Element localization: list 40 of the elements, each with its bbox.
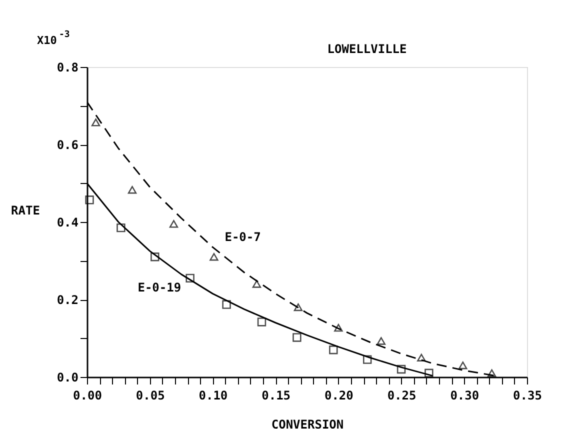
point (222, 300, 231, 309)
point (169, 220, 178, 228)
point (252, 280, 262, 288)
point (85, 196, 94, 204)
x-tick-label: 0.35 (513, 388, 542, 402)
series-label: E-0-7 (224, 230, 261, 244)
x-tick-label: 0.10 (198, 388, 228, 402)
y-tick-label: 0.0 (56, 370, 78, 384)
point (292, 333, 302, 342)
series-label: E-0-19 (138, 280, 182, 295)
point (116, 223, 126, 232)
x-tick-label: 0.00 (73, 388, 102, 402)
point (376, 337, 386, 345)
point (396, 364, 406, 374)
point (128, 186, 137, 194)
point (362, 355, 372, 364)
point (210, 253, 218, 261)
y-tick-label: 0.2 (56, 293, 78, 307)
x-tick-label: 0.15 (262, 388, 291, 402)
point (334, 324, 343, 332)
point (186, 274, 194, 283)
x-axis-title: CONVERSION (271, 418, 344, 429)
point (417, 354, 426, 362)
y-tick-label: 0.8 (56, 60, 78, 74)
chart-title: LOWELLVILLE (327, 42, 407, 56)
x-tick-label: 0.30 (450, 388, 480, 402)
y-tick-label: 0.6 (56, 138, 78, 152)
point (257, 318, 266, 326)
point (91, 118, 100, 126)
x-tick-label: 0.05 (136, 388, 165, 402)
point (294, 303, 303, 312)
point (487, 369, 496, 377)
y-tick-label: 0.4 (56, 216, 78, 230)
point (424, 368, 434, 378)
y-axis-title: RATE (11, 204, 40, 218)
point (150, 252, 160, 262)
point (329, 346, 338, 354)
x-tick-label: 0.25 (387, 388, 416, 402)
x-tick-label: 0.20 (324, 388, 354, 402)
point (458, 362, 468, 370)
